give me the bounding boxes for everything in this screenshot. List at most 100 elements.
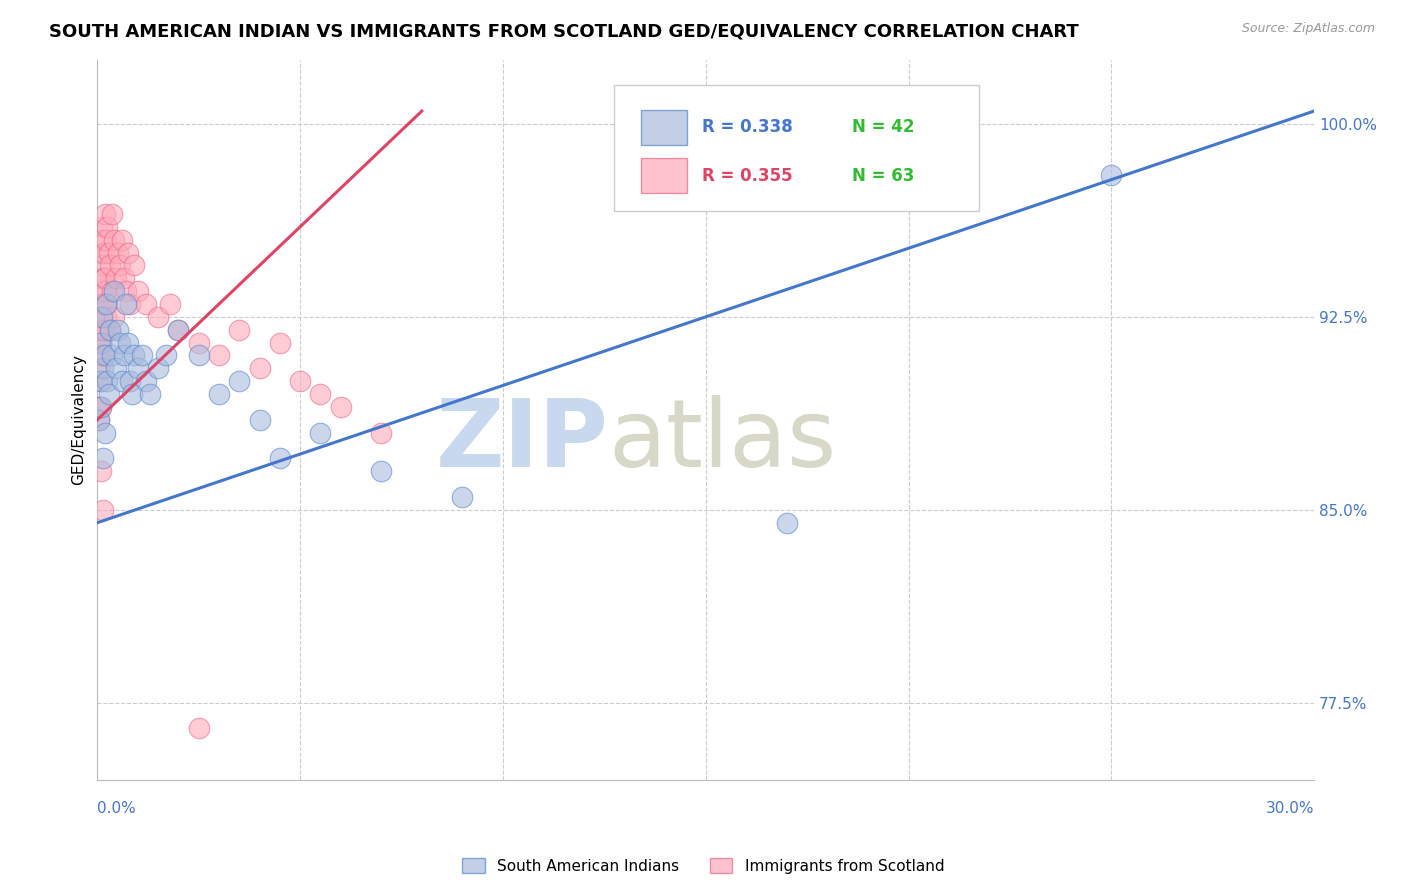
Point: [127, 284, 149, 298]
Point: [309, 425, 332, 440]
Point: [90, 271, 112, 285]
Point: [91, 259, 114, 273]
Point: [155, 348, 177, 362]
Point: [91, 310, 114, 324]
Point: [94, 348, 117, 362]
Point: [104, 271, 127, 285]
Point: [93, 271, 115, 285]
Point: [93, 233, 115, 247]
Point: [98, 323, 121, 337]
Point: [90, 335, 112, 350]
Point: [96, 219, 118, 234]
Point: [90, 245, 112, 260]
Point: [167, 323, 190, 337]
Point: [89, 413, 111, 427]
Point: [90, 374, 112, 388]
Point: [97, 245, 120, 260]
Point: [114, 284, 136, 298]
Text: atlas: atlas: [609, 395, 837, 487]
Point: [121, 387, 143, 401]
Text: N = 42: N = 42: [852, 119, 914, 136]
Point: [94, 207, 117, 221]
Point: [93, 361, 115, 376]
FancyBboxPatch shape: [641, 110, 688, 145]
Point: [108, 259, 131, 273]
Point: [249, 413, 271, 427]
Point: [370, 464, 392, 478]
Point: [97, 387, 120, 401]
Point: [90, 284, 112, 298]
Point: [90, 400, 112, 414]
Point: [118, 297, 141, 311]
Point: [103, 284, 125, 298]
Point: [114, 297, 136, 311]
Point: [118, 374, 141, 388]
Point: [87, 361, 110, 376]
FancyBboxPatch shape: [641, 158, 688, 193]
Point: [111, 374, 134, 388]
Point: [187, 335, 209, 350]
Point: [135, 297, 157, 311]
Text: Source: ZipAtlas.com: Source: ZipAtlas.com: [1241, 22, 1375, 36]
Point: [776, 516, 799, 530]
Point: [90, 335, 112, 350]
Point: [108, 335, 131, 350]
Point: [135, 374, 157, 388]
Point: [167, 323, 190, 337]
Point: [91, 297, 114, 311]
Point: [103, 233, 125, 247]
Point: [96, 310, 118, 324]
Point: [91, 219, 114, 234]
Point: [94, 271, 117, 285]
Text: N = 63: N = 63: [852, 167, 914, 185]
Point: [451, 490, 474, 504]
Point: [187, 348, 209, 362]
Point: [93, 323, 115, 337]
Point: [100, 348, 122, 362]
Point: [87, 400, 110, 414]
Point: [96, 297, 118, 311]
Point: [111, 233, 134, 247]
Point: [93, 425, 115, 440]
Point: [96, 233, 118, 247]
Point: [98, 323, 121, 337]
Point: [117, 245, 139, 260]
Point: [93, 348, 115, 362]
Text: 30.0%: 30.0%: [1265, 800, 1315, 815]
Point: [90, 464, 112, 478]
Point: [112, 271, 135, 285]
Point: [107, 245, 129, 260]
Text: SOUTH AMERICAN INDIAN VS IMMIGRANTS FROM SCOTLAND GED/EQUIVALENCY CORRELATION CH: SOUTH AMERICAN INDIAN VS IMMIGRANTS FROM…: [49, 22, 1078, 40]
Point: [100, 207, 122, 221]
Point: [309, 387, 332, 401]
Point: [104, 361, 127, 376]
Text: 0.0%: 0.0%: [97, 800, 136, 815]
Point: [208, 348, 231, 362]
Text: R = 0.355: R = 0.355: [702, 167, 793, 185]
Y-axis label: GED/Equivalency: GED/Equivalency: [72, 354, 86, 485]
Point: [131, 348, 153, 362]
FancyBboxPatch shape: [614, 85, 980, 211]
Point: [122, 348, 145, 362]
Point: [96, 297, 118, 311]
Point: [148, 310, 170, 324]
Point: [93, 245, 115, 260]
Point: [93, 503, 115, 517]
Point: [329, 400, 352, 414]
Point: [370, 425, 392, 440]
Point: [90, 374, 112, 388]
Point: [122, 259, 145, 273]
Point: [98, 259, 121, 273]
Legend: South American Indians, Immigrants from Scotland: South American Indians, Immigrants from …: [456, 852, 950, 880]
Text: R = 0.338: R = 0.338: [702, 119, 793, 136]
Point: [93, 451, 115, 466]
Point: [269, 451, 291, 466]
Point: [93, 284, 115, 298]
Point: [103, 310, 125, 324]
Point: [159, 297, 181, 311]
Point: [288, 374, 311, 388]
Point: [89, 348, 111, 362]
Point: [89, 413, 111, 427]
Point: [100, 284, 122, 298]
Point: [208, 387, 231, 401]
